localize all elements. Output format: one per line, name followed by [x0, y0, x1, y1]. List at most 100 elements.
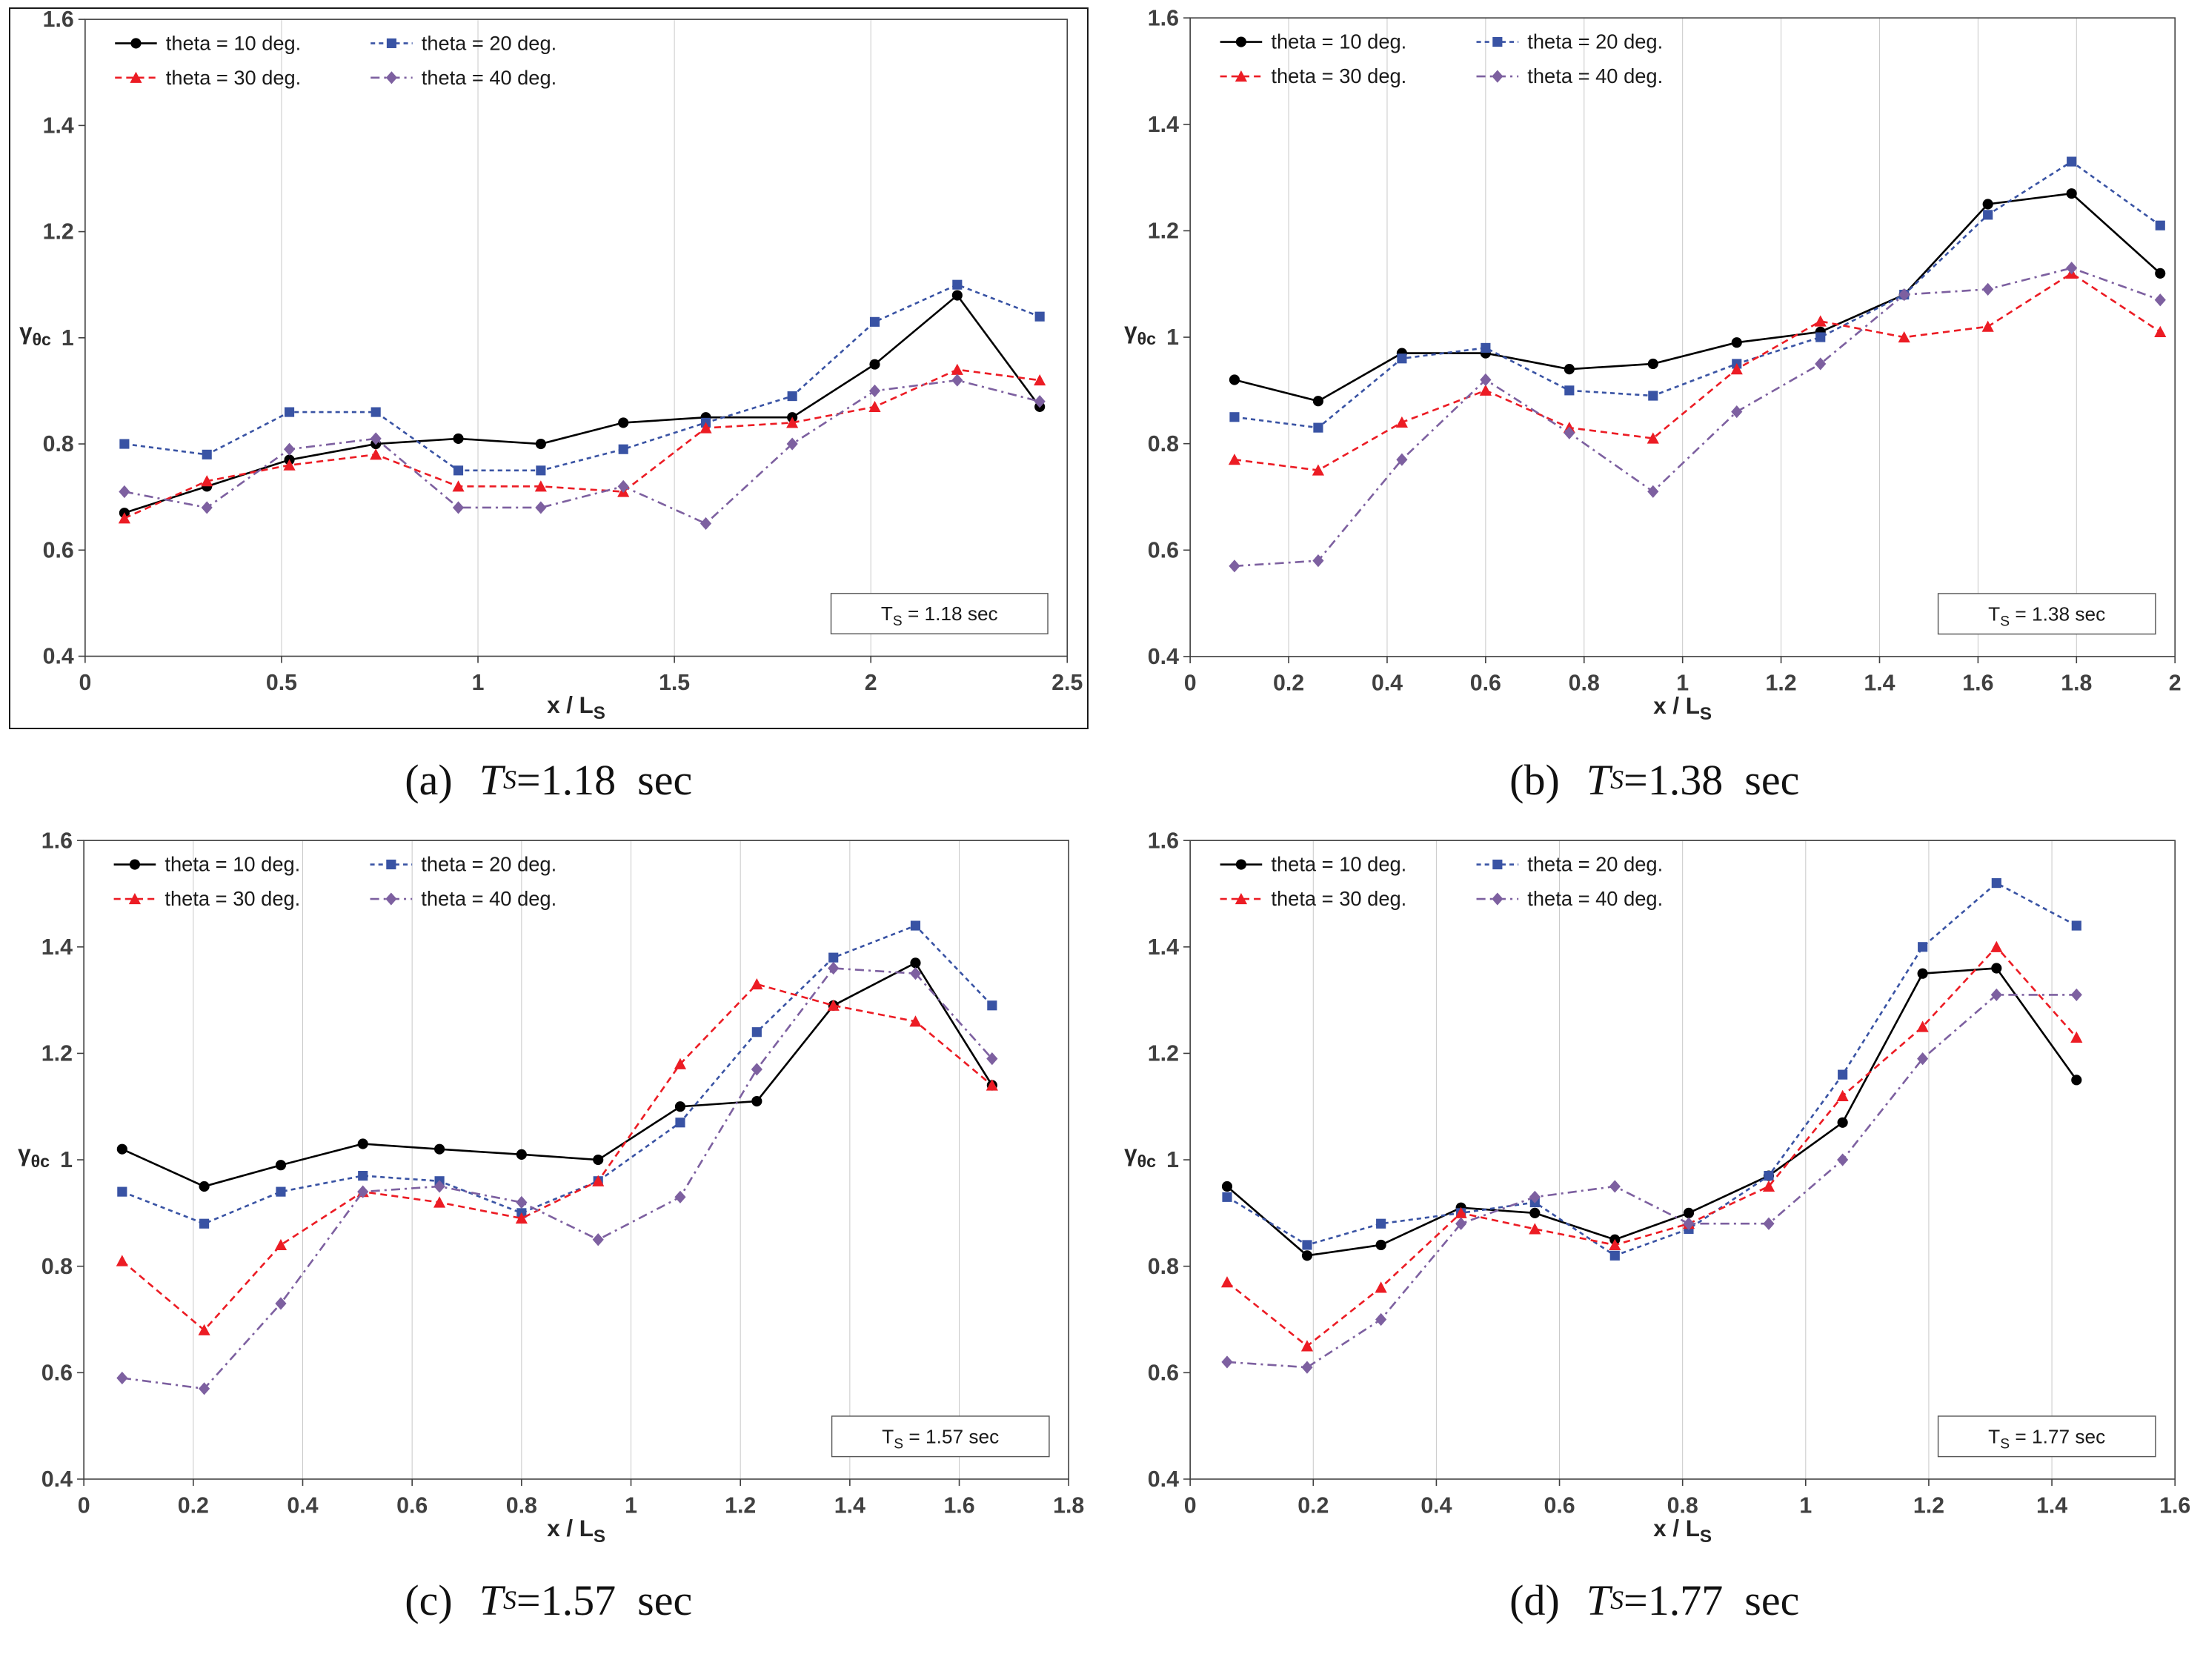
svg-text:0.4: 0.4	[43, 645, 74, 669]
svg-text:1.6: 1.6	[1962, 671, 1993, 695]
chart-a-canvas: 0 0.5 1 1.5 2 2.5 0.4 0.6 0.8 1 1.2 1.4 1.6 x / LS γθc…	[19, 9, 1083, 723]
series-theta-40-deg	[1220, 988, 2082, 1374]
y-axis: 0.4 0.6 0.8 1 1.2 1.4 1.6	[41, 830, 84, 1492]
caption-b-value: =1.38 sec	[1624, 755, 1800, 804]
svg-text:0: 0	[1183, 1493, 1196, 1518]
svg-text:1.6: 1.6	[43, 9, 74, 32]
caption-a-index: (a)	[405, 755, 453, 804]
caption-c-index: (c)	[405, 1576, 453, 1624]
y-axis-label: γθc	[19, 319, 51, 349]
chart-c-canvas: 0 0.2 0.4 0.6 0.8 1 1.2 1.4 1.6 1.8 0.4 0.6 0.8 1 1.2 1…	[18, 830, 1084, 1547]
svg-text:1: 1	[1799, 1493, 1812, 1518]
caption-b-symbol: T	[1586, 755, 1611, 804]
svg-text:theta = 10 deg.: theta = 10 deg.	[165, 853, 300, 876]
svg-text:theta = 30 deg.: theta = 30 deg.	[165, 887, 300, 910]
caption-a-symbol: T	[479, 755, 503, 804]
series-theta-20-deg	[117, 920, 997, 1229]
svg-text:theta = 40 deg.: theta = 40 deg.	[421, 887, 556, 910]
svg-text:0.4: 0.4	[1147, 1467, 1178, 1492]
svg-text:1: 1	[1166, 1148, 1179, 1172]
svg-text:0.2: 0.2	[178, 1493, 209, 1518]
y-axis-label: γθc	[18, 1141, 50, 1171]
chart-b-canvas: 0 0.2 0.4 0.6 0.8 1 1.2 1.4 1.6 1.8 2 0.4 0.6 0.8 1 1.2…	[1124, 7, 2182, 724]
svg-text:1: 1	[472, 671, 485, 695]
svg-text:1.4: 1.4	[2036, 1493, 2067, 1518]
svg-text:theta = 10 deg.: theta = 10 deg.	[1271, 30, 1406, 53]
ts-label-box: TS = 1.57 sec	[831, 1415, 1050, 1458]
plot-border	[83, 840, 1070, 1480]
x-axis: 0 0.5 1 1.5 2 2.5	[79, 656, 1083, 695]
svg-text:theta = 30 deg.: theta = 30 deg.	[1271, 64, 1406, 87]
series-theta-20-deg	[119, 279, 1045, 476]
svg-text:0.6: 0.6	[1147, 1361, 1178, 1385]
svg-text:0.2: 0.2	[1272, 671, 1303, 695]
svg-text:0.4: 0.4	[1421, 1493, 1452, 1518]
svg-text:1.2: 1.2	[43, 220, 74, 245]
svg-text:1.6: 1.6	[1147, 7, 1178, 30]
svg-text:0: 0	[78, 1493, 90, 1518]
svg-text:0.8: 0.8	[1147, 1255, 1178, 1279]
svg-text:0.8: 0.8	[43, 432, 74, 456]
svg-text:1.5: 1.5	[659, 671, 690, 695]
svg-text:0.2: 0.2	[1297, 1493, 1329, 1518]
svg-text:2: 2	[2168, 671, 2181, 695]
svg-text:1: 1	[1166, 325, 1179, 350]
svg-text:1.4: 1.4	[43, 113, 74, 138]
x-axis-label: x / LS	[1653, 1515, 1712, 1547]
chart-panel-b: 0 0.2 0.4 0.6 0.8 1 1.2 1.4 1.6 1.8 2 0.4 0.6 0.8 1 1.2…	[1114, 7, 2194, 729]
svg-text:1: 1	[62, 326, 74, 351]
svg-text:0.6: 0.6	[41, 1361, 73, 1385]
svg-text:theta = 20 deg.: theta = 20 deg.	[1527, 30, 1663, 53]
svg-text:1.2: 1.2	[1765, 671, 1796, 695]
svg-text:2: 2	[865, 671, 877, 695]
gridlines	[281, 19, 871, 657]
legend: theta = 10 deg. theta = 20 deg. theta = 30…	[115, 31, 556, 89]
caption-a-subscript: S	[502, 765, 516, 794]
caption-b-subscript: S	[1610, 765, 1624, 794]
svg-text:1.2: 1.2	[41, 1042, 73, 1066]
caption-c-symbol: T	[479, 1576, 503, 1624]
series-theta-20-deg	[1229, 156, 2165, 433]
svg-text:theta = 10 deg.: theta = 10 deg.	[1271, 853, 1406, 876]
svg-text:0: 0	[79, 671, 91, 695]
gridlines	[1288, 18, 2077, 657]
svg-text:0.6: 0.6	[396, 1493, 428, 1518]
svg-text:theta = 20 deg.: theta = 20 deg.	[421, 853, 556, 876]
gridlines	[1312, 840, 2053, 1479]
x-axis-label: x / LS	[547, 692, 605, 723]
svg-text:1.2: 1.2	[725, 1493, 756, 1518]
svg-text:0.4: 0.4	[41, 1467, 73, 1492]
x-axis: 0 0.2 0.4 0.6 0.8 1 1.2 1.4 1.6	[1183, 1478, 2190, 1518]
series-theta-10-deg	[116, 957, 997, 1192]
series-theta-40-deg	[119, 373, 1046, 531]
caption-d-value: =1.77 sec	[1624, 1576, 1800, 1624]
svg-text:1: 1	[625, 1493, 637, 1518]
chart-panel-c: 0 0.2 0.4 0.6 0.8 1 1.2 1.4 1.6 1.8 0.4 0.6 0.8 1 1.2 1…	[9, 830, 1089, 1552]
svg-text:1.4: 1.4	[834, 1493, 865, 1518]
caption-c-value: =1.57 sec	[516, 1576, 693, 1624]
svg-text:0.6: 0.6	[1469, 671, 1501, 695]
svg-text:0.8: 0.8	[1147, 432, 1178, 456]
legend: theta = 10 deg. theta = 20 deg. theta = 30…	[113, 853, 556, 910]
svg-text:theta = 30 deg.: theta = 30 deg.	[1271, 887, 1406, 910]
series-theta-30-deg	[116, 977, 998, 1335]
svg-text:0.6: 0.6	[43, 538, 74, 562]
svg-text:0.8: 0.8	[1568, 671, 1599, 695]
svg-text:1.4: 1.4	[1147, 113, 1178, 137]
svg-text:0.4: 0.4	[1371, 671, 1402, 695]
caption-a: (a) T S =1.18 sec	[9, 729, 1089, 830]
chart-panel-d: 0 0.2 0.4 0.6 0.8 1 1.2 1.4 1.6 0.4 0.6 0.8 1 1.2 1.4 1…	[1114, 830, 2194, 1552]
plot-border	[84, 19, 1069, 657]
series-theta-40-deg	[116, 961, 998, 1395]
svg-text:1.6: 1.6	[1147, 830, 1178, 853]
x-axis-label: x / LS	[1653, 693, 1712, 724]
svg-text:theta = 40 deg.: theta = 40 deg.	[1527, 64, 1663, 87]
svg-text:2.5: 2.5	[1051, 671, 1083, 695]
caption-c: (c) T S =1.57 sec	[9, 1552, 1089, 1648]
series-theta-20-deg	[1221, 878, 2081, 1261]
svg-text:0.4: 0.4	[287, 1493, 318, 1518]
x-axis: 0 0.2 0.4 0.6 0.8 1 1.2 1.4 1.6 1.8 2	[1183, 656, 2181, 695]
svg-text:1.4: 1.4	[1864, 671, 1895, 695]
svg-text:0.6: 0.6	[1544, 1493, 1575, 1518]
